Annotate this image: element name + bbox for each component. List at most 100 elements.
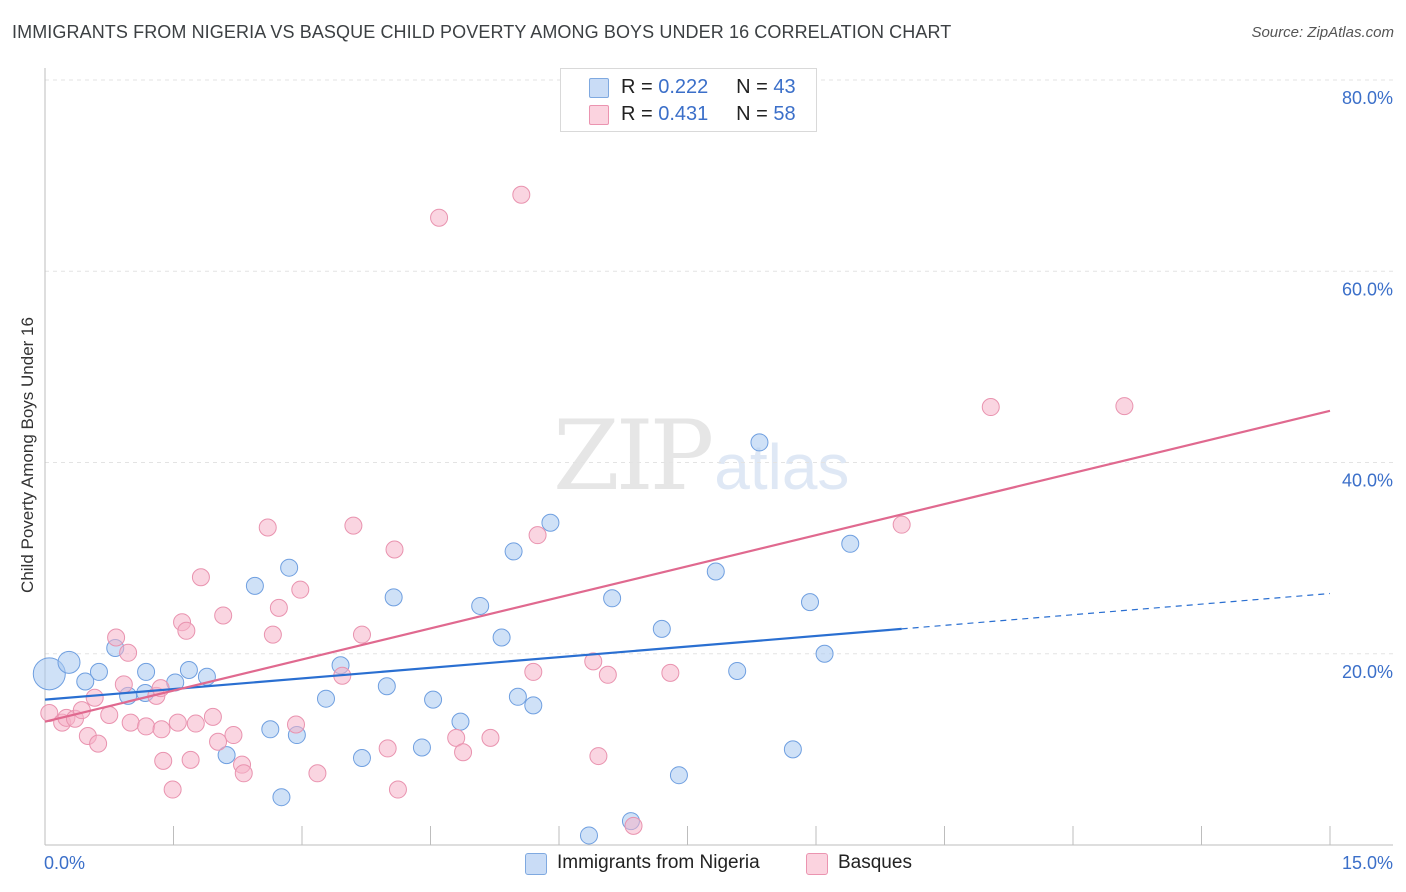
legend-swatch-basques bbox=[806, 853, 828, 875]
data-point-basque bbox=[224, 726, 243, 745]
data-point-basque bbox=[344, 516, 363, 535]
data-point-basque bbox=[163, 780, 182, 799]
data-point-basque bbox=[892, 515, 911, 534]
data-point-nigeria bbox=[352, 748, 371, 767]
watermark-zip: ZIP bbox=[553, 400, 714, 512]
data-point-basque bbox=[186, 714, 205, 733]
legend-r-label: R = bbox=[621, 103, 653, 125]
data-point-basque bbox=[203, 707, 222, 726]
series-legend: Immigrants from Nigeria Basques bbox=[0, 852, 1406, 878]
series-basques bbox=[40, 185, 1134, 835]
legend-n-label: N = bbox=[736, 103, 768, 125]
data-point-nigeria bbox=[137, 662, 156, 681]
data-point-nigeria bbox=[76, 672, 95, 691]
data-point-basque bbox=[258, 518, 277, 537]
data-point-nigeria bbox=[603, 589, 622, 608]
data-point-nigeria bbox=[841, 534, 860, 553]
data-point-basque bbox=[119, 643, 138, 662]
axes bbox=[44, 68, 1393, 846]
legend-swatch-basques bbox=[589, 105, 609, 125]
data-point-basque bbox=[263, 625, 282, 644]
legend-swatch-nigeria bbox=[589, 78, 609, 98]
data-point-basque bbox=[584, 652, 603, 671]
data-point-basque bbox=[154, 751, 173, 770]
data-point-basque bbox=[385, 540, 404, 559]
watermark-atlas: atlas bbox=[714, 431, 850, 503]
data-point-basque bbox=[168, 713, 187, 732]
data-point-basque bbox=[454, 743, 473, 762]
data-point-nigeria bbox=[669, 766, 688, 785]
data-point-nigeria bbox=[424, 690, 443, 709]
data-point-nigeria bbox=[384, 588, 403, 607]
tick-labels: 20.0% 40.0% 60.0% 80.0% 0.0% 15.0% bbox=[44, 88, 1393, 873]
data-point-basque bbox=[1115, 397, 1134, 416]
data-point-basque bbox=[177, 621, 196, 640]
data-point-basque bbox=[481, 728, 500, 747]
data-point-nigeria bbox=[245, 576, 264, 595]
data-point-nigeria bbox=[801, 593, 820, 612]
legend-r-value: 0.222 bbox=[658, 76, 709, 98]
data-point-nigeria bbox=[706, 562, 725, 581]
data-point-basque bbox=[291, 580, 310, 599]
chart-title: IMMIGRANTS FROM NIGERIA VS BASQUE CHILD … bbox=[12, 22, 952, 42]
data-point-nigeria bbox=[451, 712, 470, 731]
y-tick-label: 20.0% bbox=[1342, 662, 1393, 682]
legend-n-value: 43 bbox=[773, 76, 796, 98]
data-point-nigeria bbox=[579, 826, 598, 845]
x-tick-label: 0.0% bbox=[44, 853, 85, 873]
data-point-nigeria bbox=[57, 650, 81, 674]
legend-swatch-nigeria bbox=[525, 853, 547, 875]
data-point-basque bbox=[269, 598, 288, 617]
data-point-basque bbox=[528, 526, 547, 545]
data-point-nigeria bbox=[471, 596, 490, 615]
data-point-basque bbox=[287, 715, 306, 734]
trend-line-nigeria bbox=[44, 627, 902, 701]
data-point-basque bbox=[512, 185, 531, 204]
legend-r-label: R = bbox=[621, 76, 653, 98]
y-tick-label: 40.0% bbox=[1342, 471, 1393, 491]
data-point-basque bbox=[152, 720, 171, 739]
legend-label-basques: Basques bbox=[838, 852, 912, 873]
legend-n-value: 58 bbox=[773, 103, 796, 125]
data-point-basque bbox=[598, 665, 617, 684]
data-point-nigeria bbox=[492, 628, 511, 647]
chart-source[interactable]: Source: ZipAtlas.com bbox=[1251, 24, 1394, 41]
data-point-basque bbox=[137, 717, 156, 736]
zipatlas-watermark: ZIPatlas bbox=[553, 400, 849, 512]
data-point-basque bbox=[89, 734, 108, 753]
data-point-nigeria bbox=[217, 746, 236, 765]
y-tick-label: 60.0% bbox=[1342, 279, 1393, 299]
data-point-nigeria bbox=[377, 677, 396, 696]
data-point-nigeria bbox=[508, 687, 527, 706]
trend-line-basques bbox=[44, 409, 1331, 723]
data-point-nigeria bbox=[32, 657, 66, 691]
trend-lines bbox=[44, 409, 1331, 723]
data-point-basque bbox=[114, 675, 133, 694]
data-point-basque bbox=[447, 728, 466, 747]
data-point-nigeria bbox=[815, 644, 834, 663]
data-point-nigeria bbox=[179, 661, 198, 680]
x-tick-label: 15.0% bbox=[1342, 853, 1393, 873]
data-point-nigeria bbox=[261, 720, 280, 739]
data-point-nigeria bbox=[412, 738, 431, 757]
series-immigrants-from-nigeria bbox=[32, 433, 860, 845]
data-point-nigeria bbox=[783, 740, 802, 759]
data-point-basque bbox=[181, 750, 200, 769]
data-point-basque bbox=[524, 662, 543, 681]
data-point-basque bbox=[85, 688, 104, 707]
legend-label-nigeria: Immigrants from Nigeria bbox=[557, 852, 760, 873]
data-point-basque bbox=[107, 628, 126, 647]
data-point-basque bbox=[209, 732, 228, 751]
legend-n-label: N = bbox=[736, 76, 768, 98]
data-point-basque bbox=[981, 398, 1000, 417]
data-point-nigeria bbox=[504, 542, 523, 561]
data-point-basque bbox=[214, 606, 233, 625]
trend-line-nigeria-extrapolated bbox=[901, 592, 1331, 630]
data-point-nigeria bbox=[524, 696, 543, 715]
data-point-basque bbox=[589, 747, 608, 766]
data-point-basque bbox=[388, 780, 407, 799]
data-point-basque bbox=[430, 208, 449, 227]
data-point-nigeria bbox=[89, 662, 108, 681]
correlation-legend: R = 0.222 N = 43 R = 0.431 N = 58 bbox=[560, 68, 817, 132]
